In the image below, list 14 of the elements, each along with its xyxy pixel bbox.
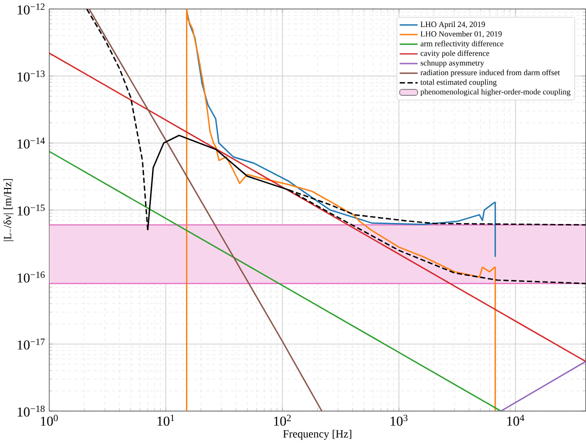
y-tick-label: 10$^{−18}$ [18, 405, 45, 416]
y-tick-label: 10$^{−15}$ [18, 204, 45, 216]
x-tick-label: 10$^{2}$ [274, 414, 291, 426]
x-axis-title: Frequency [Hz] [283, 430, 352, 440]
x-tick-label: 10$^{0}$ [40, 414, 58, 426]
y-tick-label: 10$^{−17}$ [18, 338, 45, 350]
y-tick-label: 10$^{−12}$ [18, 3, 44, 14]
y-axis-title: |L$_{−}$/δν| [m/Hz] [4, 178, 14, 241]
y-tick-label: 10$^{−16}$ [18, 271, 45, 282]
y-tick-label: 10$^{−14}$ [18, 137, 45, 148]
x-tick-label: 10$^{1}$ [158, 414, 174, 426]
y-tick-label: 10$^{−13}$ [18, 70, 45, 82]
x-tick-label: 10$^{3}$ [390, 414, 408, 426]
x-tick-label: 10$^{4}$ [507, 414, 524, 426]
